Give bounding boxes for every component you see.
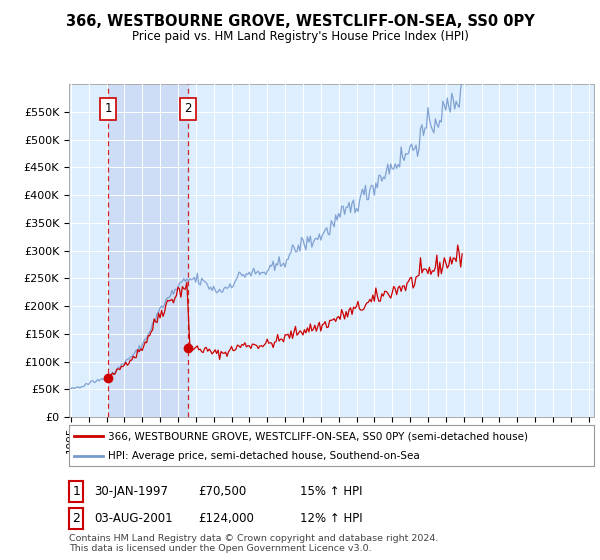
Text: 03-AUG-2001: 03-AUG-2001	[94, 512, 173, 525]
Text: £70,500: £70,500	[198, 485, 246, 498]
Text: 1: 1	[104, 102, 112, 115]
Text: 12% ↑ HPI: 12% ↑ HPI	[300, 512, 362, 525]
Bar	[108, 84, 188, 417]
Text: 1: 1	[72, 485, 80, 498]
Text: Price paid vs. HM Land Registry's House Price Index (HPI): Price paid vs. HM Land Registry's House …	[131, 30, 469, 43]
Text: 2: 2	[72, 512, 80, 525]
Text: 366, WESTBOURNE GROVE, WESTCLIFF-ON-SEA, SS0 0PY: 366, WESTBOURNE GROVE, WESTCLIFF-ON-SEA,…	[65, 14, 535, 29]
Text: 2: 2	[185, 102, 192, 115]
Text: 30-JAN-1997: 30-JAN-1997	[94, 485, 168, 498]
Text: Contains HM Land Registry data © Crown copyright and database right 2024.
This d: Contains HM Land Registry data © Crown c…	[69, 534, 439, 553]
Text: 366, WESTBOURNE GROVE, WESTCLIFF-ON-SEA, SS0 0PY (semi-detached house): 366, WESTBOURNE GROVE, WESTCLIFF-ON-SEA,…	[109, 431, 529, 441]
Text: HPI: Average price, semi-detached house, Southend-on-Sea: HPI: Average price, semi-detached house,…	[109, 451, 420, 461]
Text: £124,000: £124,000	[198, 512, 254, 525]
Text: 15% ↑ HPI: 15% ↑ HPI	[300, 485, 362, 498]
